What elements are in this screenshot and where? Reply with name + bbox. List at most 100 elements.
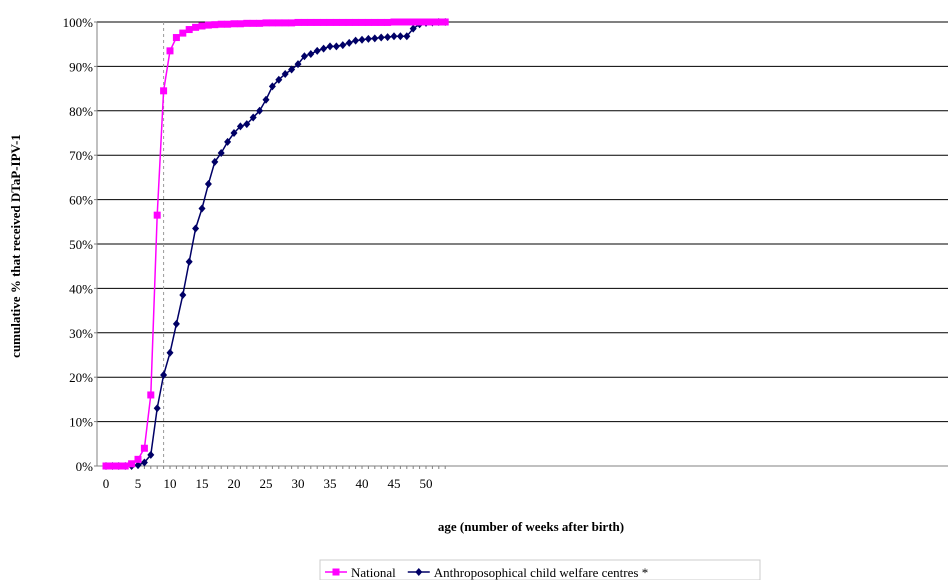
x-tick-label: 50	[420, 476, 433, 491]
legend: National Anthroposophical child welfare c…	[319, 559, 761, 580]
x-tick-label: 25	[260, 476, 273, 491]
data-point-national	[409, 18, 417, 26]
data-point-anthroposophical	[339, 41, 347, 50]
x-tick-label: 45	[388, 476, 401, 491]
data-point-national	[300, 18, 308, 26]
data-point-anthroposophical	[326, 42, 334, 51]
data-point-national	[236, 20, 244, 28]
data-point-anthroposophical	[352, 36, 360, 45]
data-point-anthroposophical	[409, 24, 417, 33]
data-point-national	[384, 18, 392, 26]
data-point-national	[358, 18, 366, 26]
data-point-national	[345, 18, 353, 26]
y-axis-title: cumulative % that received DTaP-IPV-1	[8, 134, 23, 358]
y-tick-labels: 0% 10% 20% 30% 40% 50% 60% 70% 80% 90% 100%	[63, 15, 97, 474]
data-point-anthroposophical	[313, 46, 321, 55]
data-point-anthroposophical	[217, 148, 225, 157]
data-point-national	[230, 20, 238, 28]
legend-label: National	[351, 565, 396, 580]
data-point-anthroposophical	[345, 38, 353, 47]
data-point-anthroposophical	[396, 32, 404, 41]
data-point-national	[288, 19, 296, 27]
data-point-anthroposophical	[371, 34, 379, 43]
data-point-anthroposophical	[140, 458, 148, 467]
data-point-national	[275, 19, 283, 27]
y-tick-label: 70%	[69, 148, 93, 163]
data-point-anthroposophical	[230, 129, 238, 137]
x-tick-label: 15	[196, 476, 209, 491]
data-point-national	[147, 391, 155, 399]
data-point-anthroposophical	[211, 157, 219, 166]
data-point-anthroposophical	[198, 204, 206, 213]
data-point-national	[211, 21, 219, 29]
y-tick-label: 20%	[69, 370, 93, 385]
data-point-national	[192, 23, 200, 31]
data-point-anthroposophical	[147, 450, 155, 459]
data-point-anthroposophical	[307, 49, 315, 58]
data-point-national	[294, 18, 302, 26]
legend-marker	[332, 568, 340, 576]
data-point-national	[108, 462, 116, 470]
data-point-national	[332, 18, 340, 26]
data-point-national	[102, 462, 110, 470]
data-point-national	[262, 19, 270, 27]
data-point-national	[185, 26, 193, 34]
data-point-anthroposophical	[390, 32, 398, 41]
data-point-national	[307, 18, 315, 26]
x-tick-label: 0	[103, 476, 110, 491]
y-tick-label: 0%	[76, 459, 94, 474]
data-point-anthroposophical	[179, 291, 187, 300]
data-point-national	[160, 87, 168, 95]
data-point-national	[121, 462, 129, 470]
data-point-national	[217, 20, 225, 28]
data-point-national	[256, 19, 264, 27]
y-tick-label: 40%	[69, 281, 93, 296]
x-tick-label: 10	[164, 476, 177, 491]
data-point-anthroposophical	[243, 120, 251, 129]
data-point-national	[403, 18, 411, 26]
data-point-anthroposophical	[134, 461, 142, 470]
x-axis-title: age (number of weeks after birth)	[438, 519, 624, 534]
data-point-anthroposophical	[224, 137, 232, 146]
data-point-national	[153, 211, 161, 219]
data-point-national	[364, 18, 372, 26]
data-point-national	[204, 21, 212, 29]
data-point-anthroposophical	[192, 224, 200, 233]
y-tick-label: 10%	[69, 415, 93, 430]
data-point-national	[352, 18, 360, 26]
data-point-anthroposophical	[236, 122, 244, 131]
data-point-national	[422, 18, 430, 26]
data-point-anthroposophical	[166, 348, 174, 357]
data-point-anthroposophical	[300, 52, 308, 61]
data-point-national	[140, 444, 148, 452]
data-point-national	[115, 462, 123, 470]
data-point-anthroposophical	[256, 106, 264, 115]
data-point-anthroposophical	[294, 60, 302, 69]
data-point-anthroposophical	[268, 82, 276, 91]
data-point-national	[172, 34, 180, 42]
data-point-national	[396, 18, 404, 26]
data-point-national	[281, 19, 289, 27]
data-point-national	[224, 20, 232, 28]
data-point-anthroposophical	[275, 75, 283, 84]
data-point-anthroposophical	[281, 69, 289, 78]
data-point-national	[313, 18, 321, 26]
x-tick-label: 5	[135, 476, 142, 491]
data-point-national	[435, 18, 443, 26]
data-point-national	[179, 29, 187, 37]
data-point-anthroposophical	[262, 95, 270, 104]
legend-label: Anthroposophical child welfare centres *	[434, 565, 648, 580]
data-point-anthroposophical	[185, 257, 193, 266]
x-tick-label: 40	[356, 476, 369, 491]
data-point-anthroposophical	[172, 319, 180, 328]
data-point-anthroposophical	[288, 65, 296, 74]
data-point-national	[416, 18, 424, 26]
data-point-anthroposophical	[332, 42, 340, 51]
data-point-anthroposophical	[358, 35, 366, 44]
data-point-anthroposophical	[377, 33, 385, 42]
legend-marker	[415, 568, 423, 576]
x-tick-labels: 0 5 10 15 20 25 30 35 40 45 50	[103, 466, 446, 491]
data-point-national	[428, 18, 436, 26]
data-point-anthroposophical	[160, 370, 168, 379]
data-point-anthroposophical	[320, 44, 328, 53]
